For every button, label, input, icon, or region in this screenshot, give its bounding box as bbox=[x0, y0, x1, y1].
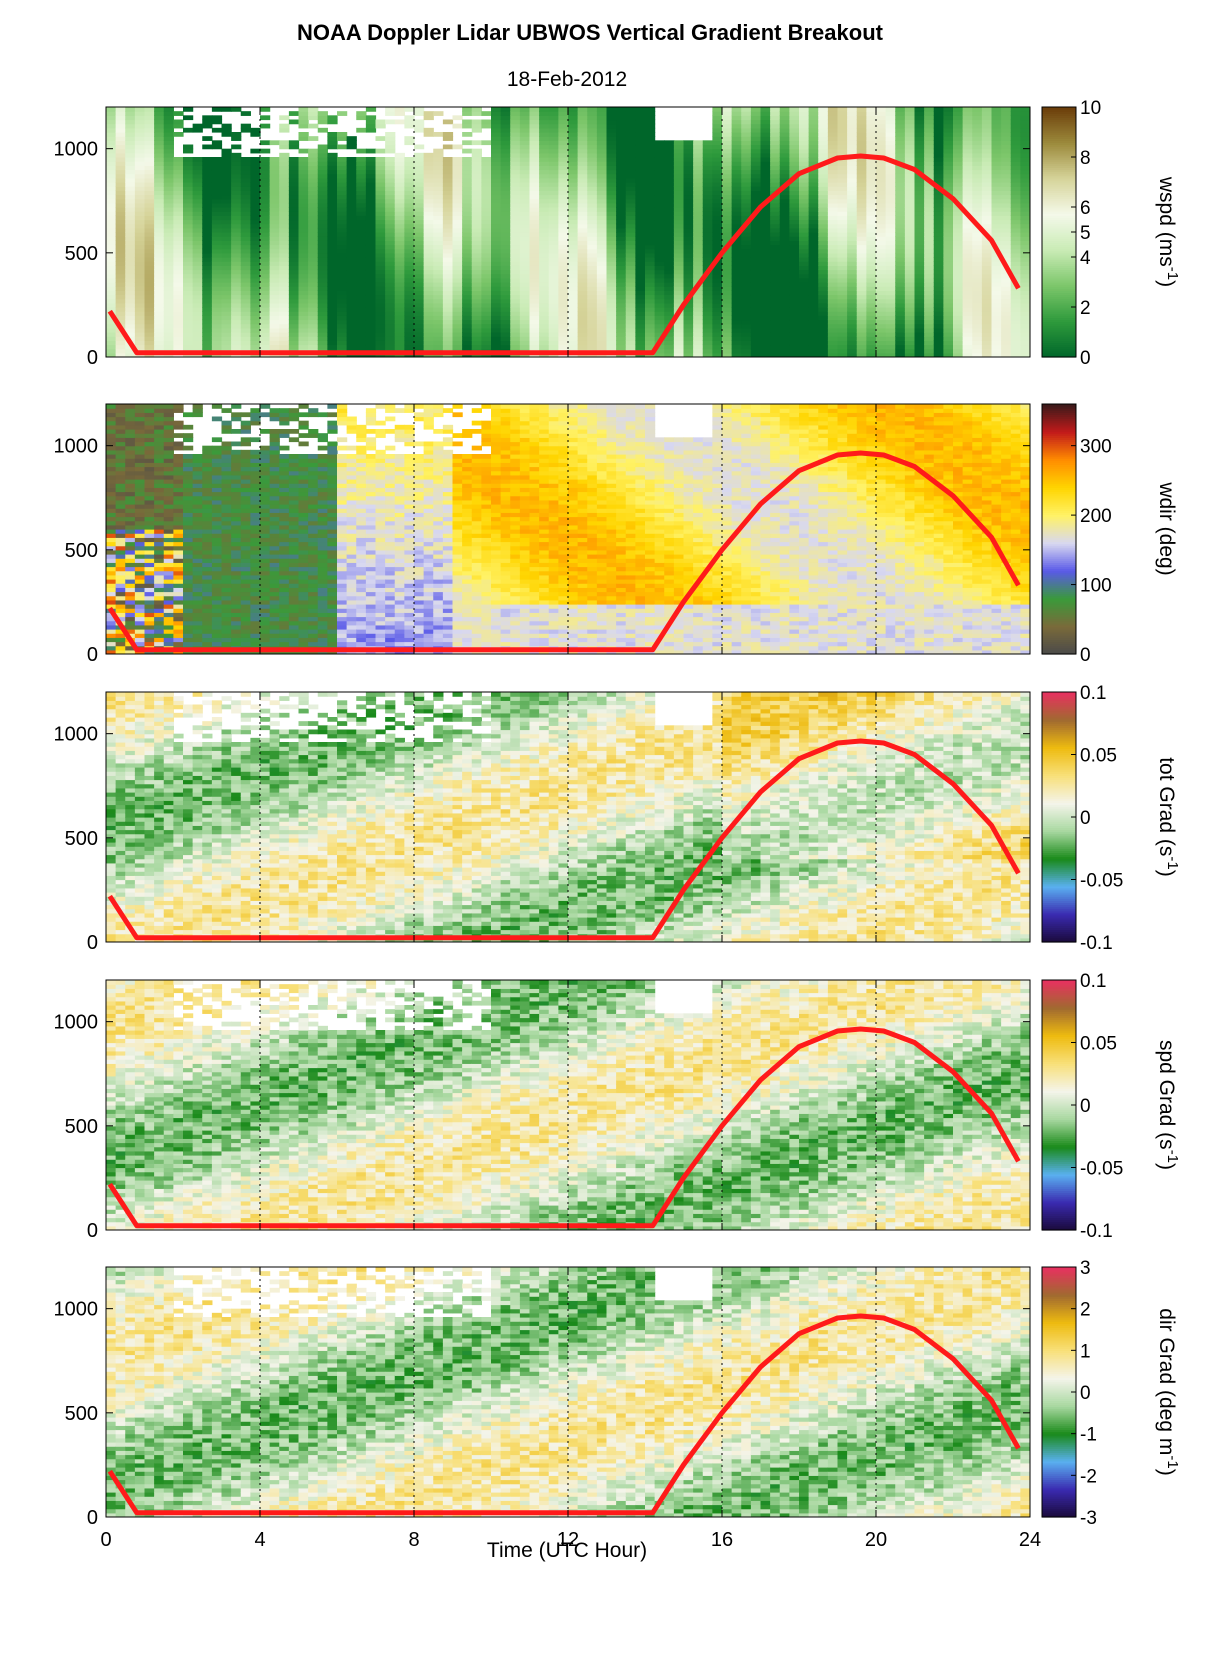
colorbar-tick-label: 6 bbox=[1080, 198, 1091, 219]
overlay-line bbox=[107, 1026, 1021, 1229]
colorbar-tick-label: 0.1 bbox=[1080, 683, 1106, 704]
colorbar-tick-label: 100 bbox=[1080, 576, 1112, 597]
colorbar-tick-label: 0 bbox=[1080, 808, 1091, 829]
colorbar-tick-label: -0.1 bbox=[1080, 933, 1113, 954]
colorbar-tick-label: 8 bbox=[1080, 148, 1091, 169]
y-tick-label: 500 bbox=[65, 828, 98, 850]
colorbar-wdir: 300 200 100 0 wdir (deg) bbox=[1041, 403, 1178, 666]
x-tick-label: 16 bbox=[711, 1529, 733, 1551]
y-tick-label: 1000 bbox=[54, 1012, 99, 1034]
y-tick-label: 0 bbox=[87, 347, 98, 369]
colorbar-tick-label: 0.05 bbox=[1080, 1034, 1117, 1055]
heatmap-wspd bbox=[106, 107, 1030, 357]
colorbar-label: tot Grad (s-1) bbox=[1155, 757, 1182, 877]
x-tick-label: 4 bbox=[254, 1529, 265, 1551]
panel-dirgrad: 0 500 1000 0 4 8 12 16 20 24 3 2 1 0 -1 -2 -3 dir Grad (d… bbox=[54, 1258, 1182, 1551]
y-tick-label: 1000 bbox=[54, 724, 99, 746]
y-tick-label: 500 bbox=[65, 243, 98, 265]
colorbar-tick-label: 200 bbox=[1080, 506, 1112, 527]
y-tick-label: 500 bbox=[65, 1403, 98, 1425]
colorbar-tick-label: -0.05 bbox=[1080, 871, 1123, 892]
x-tick-label: 12 bbox=[557, 1529, 579, 1551]
x-axis-label: Time (UTC Hour) bbox=[487, 1539, 647, 1562]
heatmap-wdir bbox=[106, 404, 1030, 654]
y-tick-label: 0 bbox=[87, 1220, 98, 1242]
y-tick-label: 1000 bbox=[54, 436, 99, 458]
colorbar-tick-label: 3 bbox=[1080, 1258, 1091, 1279]
figure-subtitle: 18-Feb-2012 bbox=[507, 68, 627, 91]
colorbar-tick-label: 2 bbox=[1080, 298, 1091, 319]
y-tick-label: 1000 bbox=[54, 1299, 99, 1321]
colorbar-dirgrad: 3 2 1 0 -1 -2 -3 dir Grad (deg m-1) bbox=[1041, 1258, 1182, 1529]
colorbar-spdgrad: 0.1 0.05 0 -0.05 -0.1 spd Grad (s-1) bbox=[1041, 971, 1182, 1242]
colorbar-wspd: 10 8 6 5 4 2 0 wspd (ms-1) bbox=[1041, 98, 1182, 369]
overlay-line bbox=[107, 153, 1021, 356]
y-tick-label: 500 bbox=[65, 1116, 98, 1138]
overlay-line bbox=[107, 450, 1021, 653]
colorbar-tick-label: 10 bbox=[1080, 98, 1101, 119]
colorbar-tick-label: 0 bbox=[1080, 1383, 1091, 1404]
colorbar-totgrad: 0.1 0.05 0 -0.05 -0.1 tot Grad (s-1) bbox=[1041, 683, 1182, 954]
x-tick-label: 24 bbox=[1019, 1529, 1041, 1551]
colorbar-tick-label: -0.05 bbox=[1080, 1159, 1123, 1180]
overlay-line bbox=[107, 1313, 1021, 1516]
colorbar-label: spd Grad (s-1) bbox=[1155, 1040, 1182, 1170]
overlay-line bbox=[107, 738, 1021, 941]
colorbar-tick-label: 300 bbox=[1080, 437, 1112, 458]
colorbar-tick-label: -1 bbox=[1080, 1425, 1097, 1446]
heatmap-spdgrad bbox=[106, 980, 1030, 1230]
colorbar-tick-label: 0.1 bbox=[1080, 971, 1106, 992]
x-tick-label: 20 bbox=[865, 1529, 887, 1551]
y-tick-label: 0 bbox=[87, 1507, 98, 1529]
heatmap-dirgrad bbox=[106, 1267, 1030, 1517]
colorbar-tick-label: 4 bbox=[1080, 248, 1091, 269]
colorbar-tick-label: 1 bbox=[1080, 1341, 1091, 1362]
colorbar-tick-label: 0.05 bbox=[1080, 746, 1117, 767]
colorbar-tick-label: 0 bbox=[1080, 1096, 1091, 1117]
y-tick-label: 1000 bbox=[54, 139, 99, 161]
y-tick-label: 500 bbox=[65, 540, 98, 562]
panel-totgrad: 0 500 1000 0.1 0.05 0 -0.05 -0.1 tot Grad (s-1) bbox=[54, 683, 1182, 954]
panel-spdgrad: 0 500 1000 0.1 0.05 0 -0.05 -0.1 spd Grad (s-1) bbox=[54, 971, 1182, 1242]
colorbar-tick-label: -0.1 bbox=[1080, 1221, 1113, 1242]
y-tick-label: 0 bbox=[87, 644, 98, 666]
figure-title: NOAA Doppler Lidar UBWOS Vertical Gradie… bbox=[297, 20, 884, 45]
colorbar-label: wdir (deg) bbox=[1155, 481, 1178, 575]
panel-wspd: 0 500 1000 10 8 6 5 4 2 0 wspd (ms-1) bbox=[54, 98, 1182, 369]
x-tick-label: 8 bbox=[408, 1529, 419, 1551]
colorbar-tick-label: -2 bbox=[1080, 1466, 1097, 1487]
colorbar-tick-label: -3 bbox=[1080, 1508, 1097, 1529]
colorbar-tick-label: 2 bbox=[1080, 1300, 1091, 1321]
colorbar-label: dir Grad (deg m-1) bbox=[1155, 1308, 1182, 1475]
colorbar-tick-label: 5 bbox=[1080, 223, 1091, 244]
x-tick-label: 0 bbox=[100, 1529, 111, 1551]
colorbar-label: wspd (ms-1) bbox=[1155, 176, 1182, 287]
colorbar-tick-label: 0 bbox=[1080, 348, 1091, 369]
y-tick-label: 0 bbox=[87, 932, 98, 954]
colorbar-tick-label: 0 bbox=[1080, 645, 1091, 666]
